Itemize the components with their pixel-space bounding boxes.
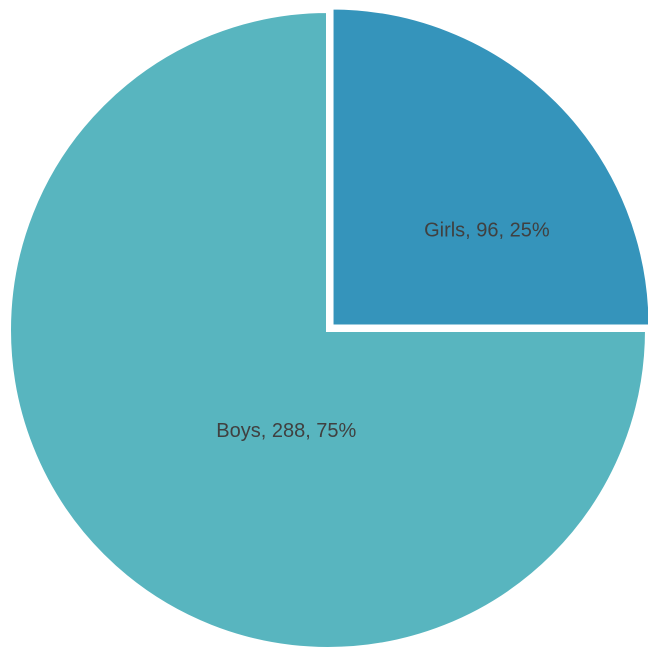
data-label: Boys, 288, 75% [216, 420, 356, 442]
data-label: Girls, 96, 25% [424, 219, 550, 241]
pie-slice [329, 5, 648, 329]
pie-slice [7, 8, 648, 651]
